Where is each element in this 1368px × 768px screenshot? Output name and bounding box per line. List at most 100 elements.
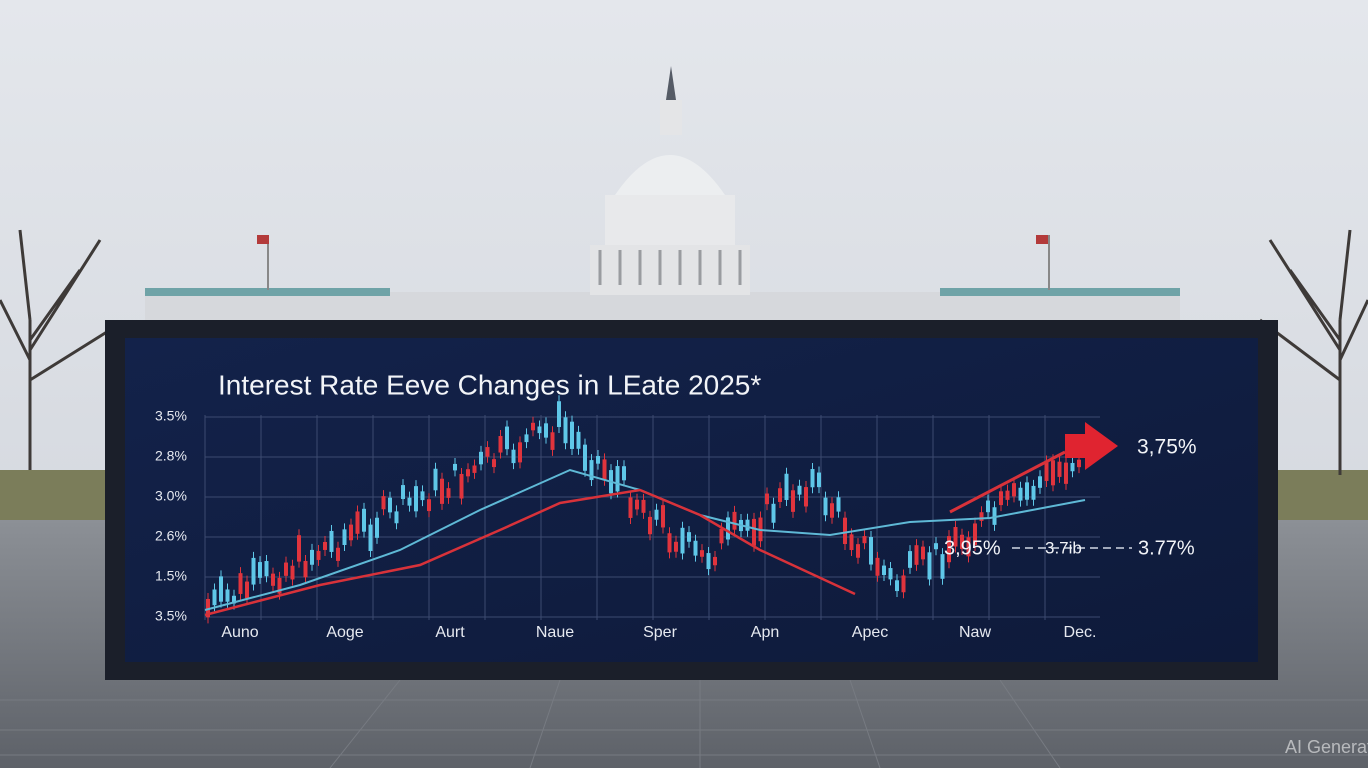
candle-body (661, 505, 665, 528)
candle-body (1057, 461, 1062, 477)
annotation: 3.77% (1138, 537, 1195, 559)
candle-body (726, 517, 730, 540)
candle-body (966, 537, 971, 557)
candle-body (368, 524, 373, 551)
candle-body (537, 426, 542, 434)
candle-body (518, 442, 522, 463)
candle-body (303, 560, 308, 578)
candle-body (719, 528, 724, 544)
candle-body (238, 573, 243, 594)
candle-body (901, 575, 906, 593)
trees (0, 229, 1368, 475)
candle-body (693, 540, 698, 556)
candle-body (953, 527, 958, 547)
candle-body (732, 511, 737, 530)
candle-body (492, 459, 496, 468)
candle-body (914, 545, 919, 565)
trend-arrow-line (949, 450, 1066, 514)
candle-body (992, 507, 997, 525)
candle-body (667, 533, 672, 553)
candle-body (511, 449, 516, 464)
y-label: 3.0% (155, 488, 187, 504)
candle-body (466, 469, 470, 477)
candle-body (414, 486, 418, 512)
annotation: 3.7ib (1045, 538, 1082, 557)
candle-body (563, 417, 568, 444)
y-label: 3.5% (155, 408, 187, 424)
candle-body (1025, 482, 1029, 500)
x-label: Sper (643, 624, 677, 641)
capitol (145, 66, 1180, 322)
candle-body (524, 434, 529, 443)
candle-body (817, 472, 821, 488)
candle-body (375, 517, 379, 538)
candle-body (453, 463, 457, 471)
candle-body (310, 549, 314, 565)
candle-body (979, 512, 984, 521)
candle-body (934, 543, 938, 550)
candle-body (336, 547, 340, 561)
candle-body (927, 552, 932, 580)
candle-body (505, 426, 509, 450)
candle-body (778, 488, 782, 502)
candle-body (472, 465, 477, 473)
candle-body (251, 557, 256, 585)
candle-body (674, 541, 678, 552)
candle-body (836, 497, 841, 512)
candle-body (830, 503, 834, 518)
candle-body (940, 554, 945, 579)
candle-body (869, 537, 873, 565)
candle-body (641, 499, 646, 513)
annotation: 3,75% (1137, 436, 1197, 459)
x-label: Dec. (1064, 624, 1097, 641)
candle-body (810, 469, 815, 488)
candle-body (342, 529, 347, 546)
candle-body (999, 491, 1003, 506)
candle-body (921, 546, 925, 560)
candle-body (498, 436, 503, 453)
x-labels: Auno Aoge Aurt Naue Sper Apn Apec Naw Dec. (221, 624, 1096, 641)
candle-body (765, 493, 769, 505)
candle-body (849, 534, 854, 551)
candle-body (479, 451, 483, 465)
watermark: AI Generated (1285, 737, 1368, 757)
candle-body (797, 485, 802, 495)
board-panel (125, 338, 1258, 662)
y-label: 3.5% (155, 608, 187, 624)
candle-body (680, 527, 685, 554)
candle-body (1070, 462, 1075, 472)
candle-body (875, 557, 880, 576)
candle-body (648, 516, 652, 535)
candle-body (628, 497, 633, 518)
candle-body (1038, 476, 1042, 488)
candle-body (654, 509, 659, 520)
candle-body (570, 421, 574, 449)
candle-body (745, 519, 750, 531)
candle-body (323, 541, 327, 550)
candle-body (882, 565, 886, 576)
candle-body (284, 562, 288, 576)
candle-body (823, 497, 828, 516)
candle-body (459, 473, 464, 499)
candle-body (687, 532, 691, 542)
x-label: Naw (959, 624, 991, 641)
y-label: 2.6% (155, 528, 187, 544)
grid (204, 415, 1100, 620)
candle-body (635, 499, 639, 510)
candle-body (1005, 490, 1010, 500)
candle-body (531, 422, 535, 431)
candle-body (1018, 487, 1023, 501)
candle-body (862, 536, 867, 544)
candle-body (622, 466, 626, 481)
candle-body (264, 561, 269, 577)
candle-body (550, 432, 555, 450)
candle-body (212, 589, 217, 606)
candle-body (596, 456, 600, 464)
candle-body (706, 553, 711, 570)
candle-body (245, 581, 249, 599)
candle-body (557, 401, 561, 428)
candle-body (615, 466, 620, 492)
candle-body (895, 580, 899, 592)
